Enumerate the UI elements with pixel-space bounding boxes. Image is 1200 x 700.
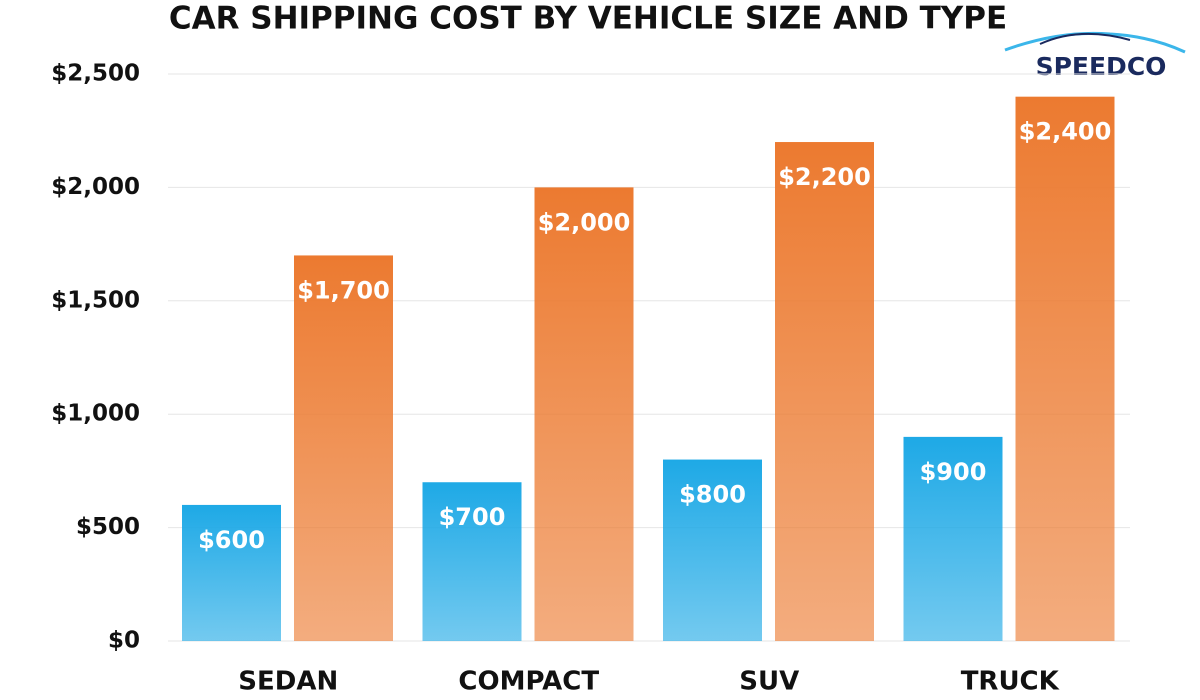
x-tick-label: TRUCK (961, 667, 1060, 697)
y-tick-label: $1,000 (51, 401, 140, 427)
value-label: $1,700 (297, 276, 390, 304)
bar (294, 255, 393, 641)
value-label: $900 (920, 458, 987, 486)
y-tick-label: $0 (108, 628, 140, 654)
value-label: $2,400 (1019, 118, 1112, 146)
y-tick-label: $500 (76, 514, 140, 540)
value-label: $2,000 (538, 208, 631, 236)
value-label: $800 (679, 481, 746, 509)
value-label: $700 (439, 503, 506, 531)
bar (1015, 96, 1115, 642)
bar (182, 504, 281, 641)
brand-logo: SPEEDCO (1004, 31, 1186, 81)
chart-title: CAR SHIPPING COST BY VEHICLE SIZE AND TY… (169, 1, 1007, 37)
y-tick-label: $2,000 (51, 174, 140, 200)
y-tick-label: $2,500 (51, 61, 140, 87)
bar (775, 142, 874, 642)
bar (422, 482, 522, 641)
bar (534, 187, 634, 641)
x-tick-label: SUV (739, 667, 799, 697)
bar (663, 459, 762, 641)
x-tick-label: COMPACT (458, 667, 599, 697)
value-label: $2,200 (778, 163, 871, 191)
bar (903, 436, 1003, 641)
logo-swoosh (1004, 31, 1186, 54)
y-tick-label: $1,500 (51, 287, 140, 313)
logo-swoosh (1039, 32, 1131, 45)
brand-name: SPEEDCO (1036, 52, 1167, 81)
x-tick-label: SEDAN (238, 667, 338, 697)
value-label: $600 (198, 526, 265, 554)
